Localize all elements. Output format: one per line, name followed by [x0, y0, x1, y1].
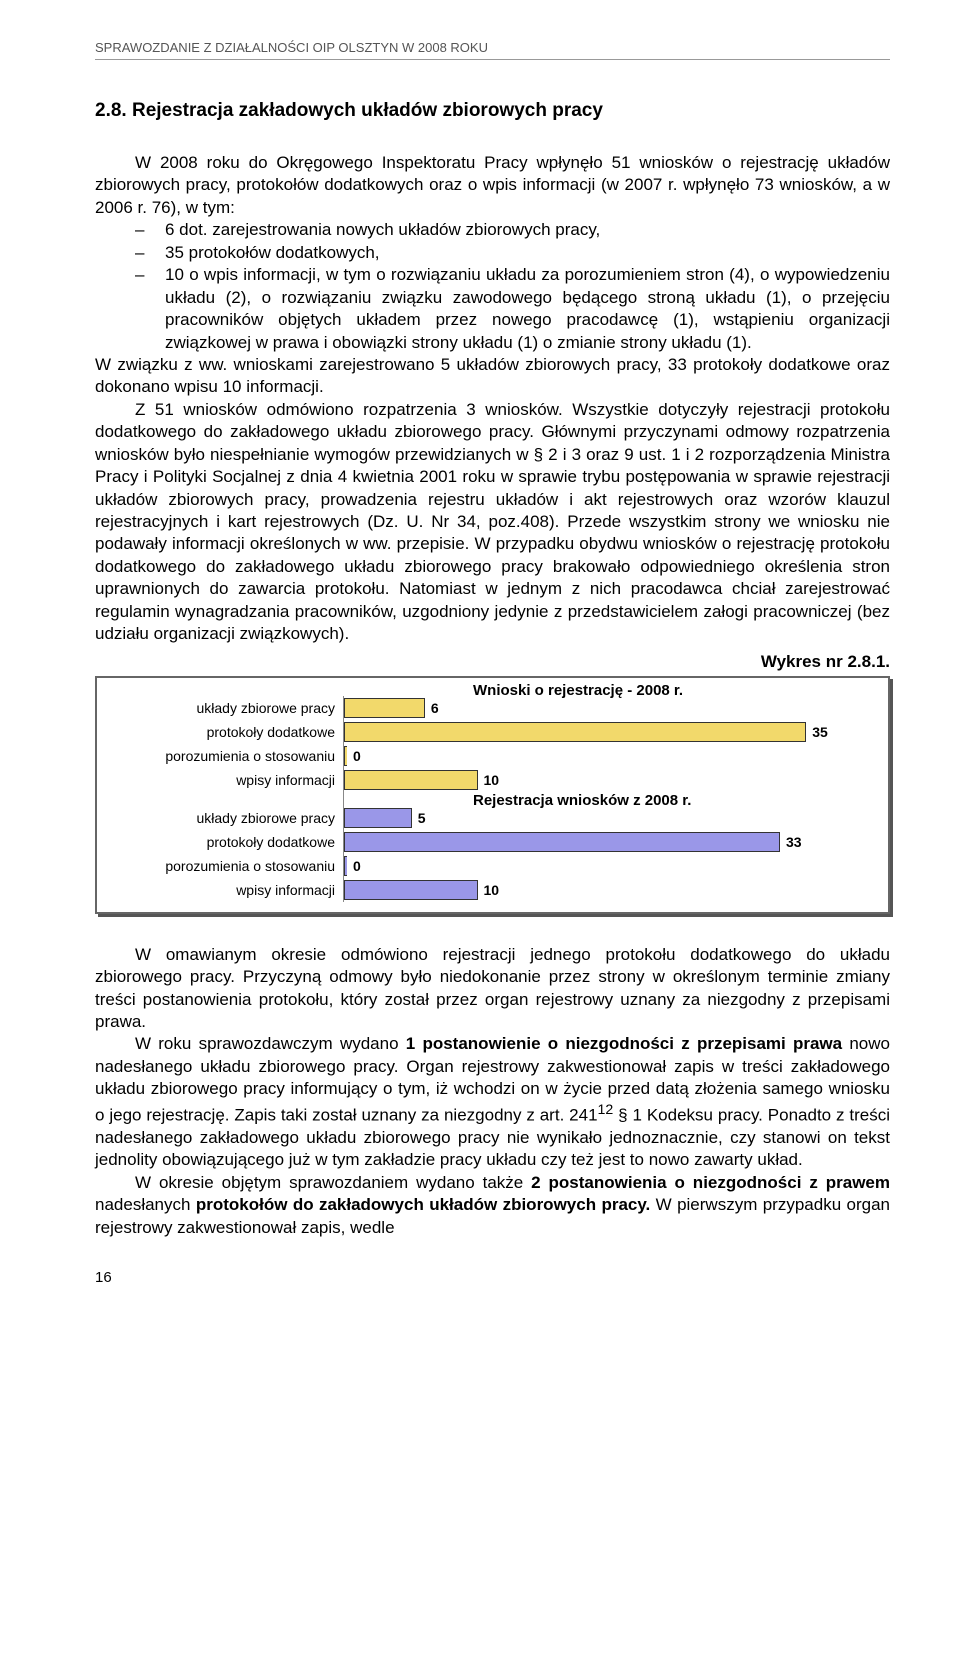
chart-bar	[344, 746, 347, 766]
bullet-text: 6 dot. zarejestrowania nowych układów zb…	[165, 219, 890, 241]
dash-icon: –	[135, 264, 165, 354]
superscript: 12	[598, 1102, 614, 1118]
chart-category-label: układy zbiorowe pracy	[115, 806, 335, 830]
chart-category-label: wpisy informacji	[115, 878, 335, 902]
chart-container: układy zbiorowe pracyprotokoły dodatkowe…	[95, 676, 890, 914]
bullet-item: – 6 dot. zarejestrowania nowych układów …	[135, 219, 890, 241]
chart-bar-value: 10	[484, 882, 500, 898]
bullet-text: 10 o wpis informacji, w tym o rozwiązani…	[165, 264, 890, 354]
bullet-item: – 10 o wpis informacji, w tym o rozwiąza…	[135, 264, 890, 354]
chart-bar	[344, 880, 478, 900]
dash-icon: –	[135, 219, 165, 241]
chart-bar-value: 10	[484, 772, 500, 788]
chart-bar-row: 10	[344, 768, 870, 792]
chart-bar	[344, 722, 806, 742]
section-number: 2.8.	[95, 100, 127, 121]
paragraph-5: W roku sprawozdawczym wydano 1 postanowi…	[95, 1033, 890, 1171]
chart-bar-value: 33	[786, 834, 802, 850]
paragraph-2: W związku z ww. wnioskami zarejestrowano…	[95, 354, 890, 399]
chart-bar	[344, 698, 425, 718]
chart-bar-value: 35	[812, 724, 828, 740]
section-heading: Rejestracja zakładowych układów zbiorowy…	[132, 100, 603, 121]
bullet-item: – 35 protokołów dodatkowych,	[135, 242, 890, 264]
paragraph-4: W omawianym okresie odmówiono rejestracj…	[95, 944, 890, 1034]
chart-label: Wykres nr 2.8.1.	[95, 652, 890, 672]
chart-category-label: wpisy informacji	[115, 768, 335, 792]
chart-bar	[344, 808, 412, 828]
chart-bar-value: 0	[353, 748, 361, 764]
chart-bar-row: 35	[344, 720, 870, 744]
chart-bar	[344, 856, 347, 876]
chart-bar-row: 6	[344, 696, 870, 720]
bold-text: protokołów do zakładowych układów zbioro…	[196, 1195, 650, 1214]
chart-bar	[344, 770, 478, 790]
chart-category-label: protokoły dodatkowe	[115, 720, 335, 744]
chart-category-label: porozumienia o stosowaniu	[115, 744, 335, 768]
chart-bar-row: 0	[344, 854, 870, 878]
bold-text: 1 postanowienie o niezgodności z przepis…	[406, 1034, 842, 1053]
chart-bar	[344, 832, 780, 852]
chart-category-label: porozumienia o stosowaniu	[115, 854, 335, 878]
paragraph-1: W 2008 roku do Okręgowego Inspektoratu P…	[95, 152, 890, 219]
bold-text: 2 postanowienia o niezgodności z prawem	[531, 1173, 890, 1192]
chart-bar-row: 5	[344, 806, 870, 830]
chart-category-label: protokoły dodatkowe	[115, 830, 335, 854]
page-header: SPRAWOZDANIE Z DZIAŁALNOŚCI OIP OLSZTYN …	[95, 40, 890, 60]
chart-bars: 6 35 0 10 5 33 0 10	[343, 696, 870, 902]
paragraph-6: W okresie objętym sprawozdaniem wydano t…	[95, 1172, 890, 1239]
paragraph-3: Z 51 wniosków odmówiono rozpatrzenia 3 w…	[95, 399, 890, 646]
chart-bar-row: 0	[344, 744, 870, 768]
chart-bar-row: 33	[344, 830, 870, 854]
bullet-text: 35 protokołów dodatkowych,	[165, 242, 890, 264]
section-title: 2.8. Rejestracja zakładowych układów zbi…	[95, 100, 890, 122]
chart-bar-value: 0	[353, 858, 361, 874]
chart-bar-value: 5	[418, 810, 426, 826]
dash-icon: –	[135, 242, 165, 264]
chart-bar-row: 10	[344, 878, 870, 902]
chart-bar-value: 6	[431, 700, 439, 716]
chart-category-labels: układy zbiorowe pracyprotokoły dodatkowe…	[115, 696, 343, 902]
chart-category-label: układy zbiorowe pracy	[115, 696, 335, 720]
page-number: 16	[95, 1269, 890, 1286]
